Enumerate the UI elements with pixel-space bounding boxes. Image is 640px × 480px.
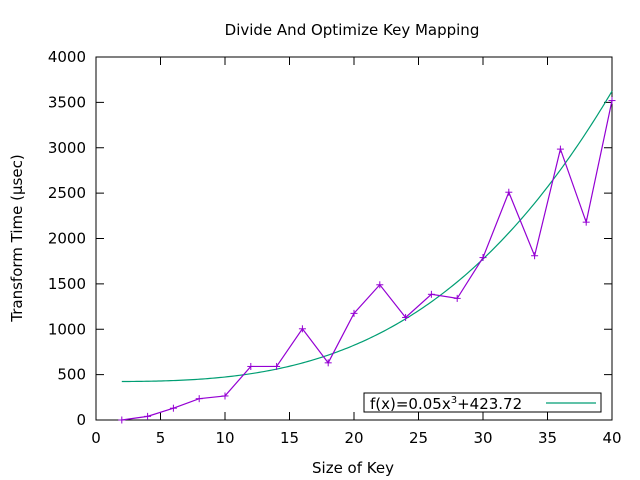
y-tick-label: 2000 — [48, 230, 86, 248]
y-axis-label: Transform Time (μsec) — [8, 154, 26, 322]
data-point — [556, 145, 564, 153]
data-point — [582, 218, 590, 226]
chart-title: Divide And Optimize Key Mapping — [225, 21, 480, 39]
data-point — [427, 290, 435, 298]
legend-box — [363, 392, 602, 413]
plot-border — [95, 56, 613, 421]
data-point — [453, 294, 461, 302]
data-point — [221, 392, 229, 400]
x-axis: 0 5 10 15 20 25 30 35 40 — [91, 57, 622, 447]
measured-line — [121, 100, 613, 421]
x-tick-label: 35 — [538, 429, 557, 447]
data-point — [247, 362, 255, 370]
data-point — [195, 395, 203, 403]
y-tick-label: 500 — [57, 366, 86, 384]
x-tick-label: 5 — [156, 429, 166, 447]
data-point — [531, 252, 539, 260]
y-tick-label: 3000 — [48, 139, 86, 157]
data-point — [118, 416, 126, 424]
data-point — [144, 412, 152, 420]
x-tick-label: 30 — [473, 429, 492, 447]
series-layer — [118, 90, 616, 424]
data-point — [324, 359, 332, 367]
x-tick-label: 20 — [344, 429, 363, 447]
data-point — [505, 188, 513, 196]
x-tick-label: 15 — [280, 429, 299, 447]
data-point — [479, 254, 487, 262]
fit-curve — [121, 90, 613, 383]
x-tick-label: 40 — [602, 429, 621, 447]
legend-fit-label: f(x)=0.05x3+423.72 — [370, 395, 522, 413]
data-point — [169, 404, 177, 412]
x-tick-label: 10 — [215, 429, 234, 447]
y-axis: 0 500 1000 1500 2000 2500 3000 3500 4000 — [48, 48, 612, 429]
x-tick-label: 25 — [409, 429, 428, 447]
x-axis-label: Size of Key — [312, 459, 394, 477]
data-point — [298, 325, 306, 333]
y-tick-label: 0 — [76, 411, 86, 429]
data-point — [376, 281, 384, 289]
legend: f(x)=0.05x3+423.72 — [363, 392, 602, 413]
data-point — [608, 97, 616, 105]
x-tick-label: 0 — [91, 429, 101, 447]
data-point — [273, 362, 281, 370]
data-point — [402, 313, 410, 321]
y-tick-label: 2500 — [48, 184, 86, 202]
y-tick-label: 3500 — [48, 93, 86, 111]
y-tick-label: 1000 — [48, 320, 86, 338]
y-tick-label: 1500 — [48, 275, 86, 293]
data-point — [350, 309, 358, 317]
y-tick-label: 4000 — [48, 48, 86, 66]
